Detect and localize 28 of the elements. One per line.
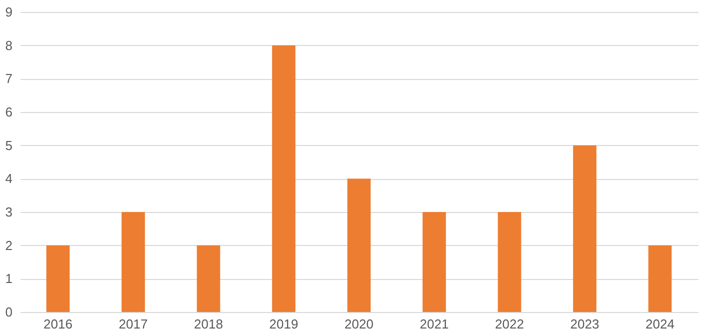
y-tick-label: 2 [5,238,12,253]
y-tick-label: 1 [5,271,12,286]
bar [347,178,371,312]
y-tick-label: 3 [5,204,12,220]
x-tick-label: 2024 [646,316,674,332]
x-tick-label: 2021 [420,316,449,332]
x-tick-label: 2022 [495,316,524,332]
x-tick-label: 2016 [44,316,72,332]
bar [46,245,70,312]
bar [196,245,220,312]
bar [122,212,145,312]
bar [272,45,296,312]
y-tick-label: 8 [5,38,12,53]
x-tick-label: 2023 [570,316,600,332]
x-tick-label: 2017 [118,316,148,332]
y-tick-label: 7 [5,71,12,86]
y-tick-label: 5 [5,138,12,153]
x-tick-label: 2020 [344,316,374,332]
x-tick-label: 2019 [269,316,298,332]
x-tick-label: 2018 [194,316,223,332]
y-tick-label: 6 [5,104,12,120]
bar [648,245,672,312]
y-tick-label: 4 [5,171,12,186]
y-tick-label: 0 [5,304,12,320]
bar [422,212,446,312]
bar [498,212,522,312]
bar [573,145,596,312]
y-tick-label: 9 [5,4,12,20]
